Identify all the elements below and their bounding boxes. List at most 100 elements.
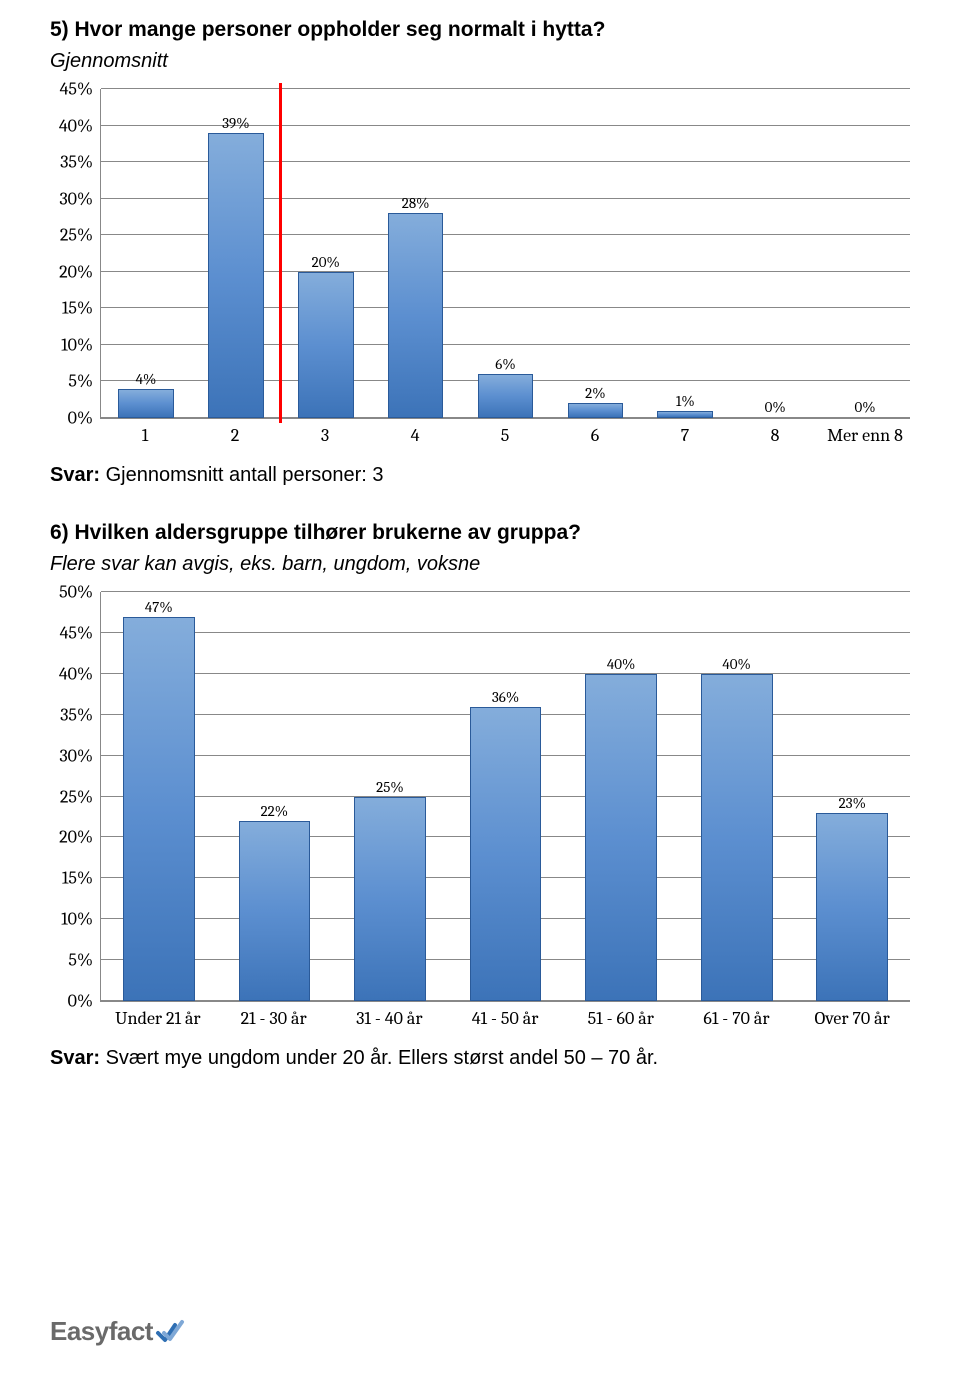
q5-plot-area: 0%5%10%15%20%25%30%35%40%45%4%39%20%28%6… [100,89,910,419]
q5-y-tick: 40% [59,115,101,136]
easyfact-logo: Easyfact [50,1316,185,1347]
q5-bars: 4% 39% 20% 28% 6% 2% 1% 0% 0% [101,89,910,418]
q6-heading: 6) Hvilken aldersgruppe tilhører brukern… [50,521,910,545]
q6-bar-value-label: 22% [261,802,289,822]
q6-bar-value-label: 40% [722,655,751,675]
q5-bar-slot: 0% [820,89,910,418]
q6-y-tick: 40% [59,663,101,684]
q5-bar: 28% [388,213,444,418]
q6-x-label: 41 - 50 år [447,1008,563,1029]
q5-answer-prefix: Svar: [50,464,100,486]
q6-plot-area: 0%5%10%15%20%25%30%35%40%45%50%47%22%25%… [100,592,910,1002]
q6-y-tick: 10% [61,909,101,930]
q6-bar-slot: 40% [679,592,795,1001]
logo-text: Easyfact [50,1316,153,1347]
q5-y-tick: 20% [59,261,101,282]
q5-reference-line [279,83,282,423]
q6-y-tick: 15% [62,868,101,889]
q6-x-label: Under 21 år [100,1008,216,1029]
q5-bar-slot: 2% [550,89,640,418]
check-icon [155,1319,185,1345]
q6-y-tick: 50% [59,582,101,603]
q6-x-label: 21 - 30 år [216,1008,332,1029]
q5-bar-slot: 39% [191,89,281,418]
q5-bar-value-label: 2% [585,384,605,404]
q5-heading: 5) Hvor mange personer oppholder seg nor… [50,18,910,42]
q6-y-tick: 0% [68,991,101,1012]
q6-y-tick: 25% [60,786,101,807]
q6-x-label: 31 - 40 år [331,1008,447,1029]
q5-bar: 1% [657,411,713,418]
q5-bar-value-label: 28% [402,194,430,214]
q6-x-label: 51 - 60 år [563,1008,679,1029]
q5-y-tick: 0% [68,408,101,429]
q6-bar-value-label: 25% [376,778,404,798]
q6-x-label: Over 70 år [794,1008,910,1029]
q5-bar-value-label: 6% [495,355,515,375]
q6-chart: 0%5%10%15%20%25%30%35%40%45%50%47%22%25%… [100,592,910,1029]
q5-answer-text: Gjennomsnitt antall personer: 3 [100,464,384,486]
q5-y-tick: 35% [60,152,101,173]
q6-answer-prefix: Svar: [50,1047,100,1069]
q6-x-label: 61 - 70 år [679,1008,795,1029]
q6-bar-slot: 47% [101,592,217,1001]
q6-y-tick: 35% [60,704,101,725]
q5-y-tick: 45% [60,79,101,100]
q6-y-tick: 45% [60,622,101,643]
q5-x-label: Mer enn 8 [820,425,910,446]
q5-y-tick: 30% [59,188,101,209]
q6-bar-slot: 22% [217,592,333,1001]
q5-y-tick: 5% [68,371,101,392]
q5-x-label: 4 [370,425,460,446]
q5-bar-value-label: 4% [136,370,157,390]
q5-bar: 4% [118,389,174,418]
q5-x-labels: 12345678Mer enn 8 [100,419,910,446]
q5-chart: 0%5%10%15%20%25%30%35%40%45%4%39%20%28%6… [100,89,910,446]
q5-bar: 6% [478,374,534,418]
q6-answer-text: Svært mye ungdom under 20 år. Ellers stø… [100,1047,658,1069]
q6-bar-slot: 23% [794,592,910,1001]
q6-y-tick: 30% [59,745,101,766]
q5-bar-slot: 28% [371,89,461,418]
q6-x-labels: Under 21 år21 - 30 år31 - 40 år41 - 50 å… [100,1002,910,1029]
q5-x-label: 6 [550,425,640,446]
q5-bar-slot: 0% [730,89,820,418]
q6-bar-slot: 40% [563,592,679,1001]
q6-bar-value-label: 47% [145,598,173,618]
q5-x-label: 5 [460,425,550,446]
q5-bar-value-label: 0% [855,398,876,418]
q6-bar: 40% [701,674,773,1001]
q6-bar: 25% [354,797,426,1002]
q5-bar-value-label: 20% [312,253,340,273]
q6-bar: 47% [123,617,195,1001]
q5-x-label: 1 [100,425,190,446]
q5-x-label: 3 [280,425,370,446]
q6-bars: 47%22%25%36%40%40%23% [101,592,910,1001]
q5-x-label: 7 [640,425,730,446]
q5-bar-slot: 6% [461,89,551,418]
q6-bar: 36% [470,707,542,1001]
q6-bar: 23% [816,813,888,1001]
q6-bar-slot: 36% [448,592,564,1001]
q5-bar-slot: 4% [101,89,191,418]
q6-bar: 40% [585,674,657,1001]
q6-answer: Svar: Svært mye ungdom under 20 år. Elle… [50,1047,910,1070]
q5-bar-value-label: 39% [222,114,249,134]
q5-bar-value-label: 0% [765,398,786,418]
q5-x-label: 2 [190,425,280,446]
q6-bar-value-label: 40% [607,655,636,675]
q5-y-tick: 15% [62,298,101,319]
q5-bar: 20% [298,272,354,418]
q6-bar-slot: 25% [332,592,448,1001]
q5-bar-value-label: 1% [676,392,695,412]
q5-y-tick: 25% [60,225,101,246]
q5-bar: 39% [208,133,264,418]
q5-subhead: Gjennomsnitt [50,50,910,73]
q5-bar-slot: 20% [281,89,371,418]
q5-bar-slot: 1% [640,89,730,418]
q6-bar-value-label: 23% [839,794,866,814]
q5-answer: Svar: Gjennomsnitt antall personer: 3 [50,464,910,487]
q5-x-label: 8 [730,425,820,446]
q6-bar: 22% [239,821,311,1001]
q6-bar-value-label: 36% [492,688,519,708]
